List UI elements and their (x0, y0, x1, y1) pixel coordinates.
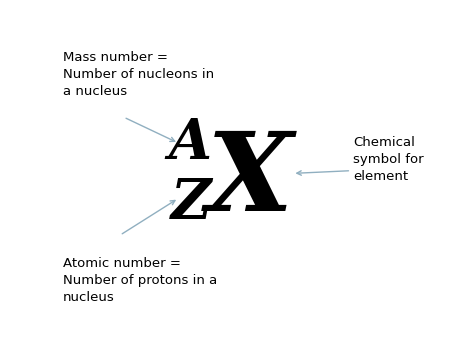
Text: X: X (207, 126, 293, 234)
Text: A: A (168, 116, 211, 171)
Text: Mass number =
Number of nucleons in
a nucleus: Mass number = Number of nucleons in a nu… (63, 51, 214, 98)
Text: Z: Z (171, 176, 212, 231)
Text: Chemical
symbol for
element: Chemical symbol for element (353, 136, 424, 183)
Text: Atomic number =
Number of protons in a
nucleus: Atomic number = Number of protons in a n… (63, 257, 217, 304)
